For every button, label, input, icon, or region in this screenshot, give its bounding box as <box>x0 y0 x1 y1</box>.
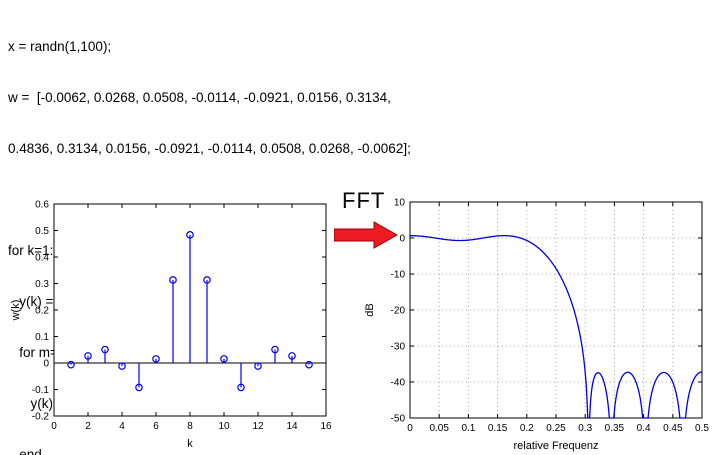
svg-text:0.6: 0.6 <box>35 200 49 211</box>
svg-text:0.3: 0.3 <box>35 279 49 290</box>
svg-text:-10: -10 <box>391 270 406 281</box>
svg-text:-20: -20 <box>391 306 406 317</box>
svg-text:0: 0 <box>51 421 57 432</box>
svg-text:0.5: 0.5 <box>35 226 49 237</box>
svg-text:0.2: 0.2 <box>520 423 534 434</box>
svg-text:10: 10 <box>218 421 230 432</box>
svg-text:0.05: 0.05 <box>429 423 449 434</box>
frequency-response-chart: 0 0.05 0.1 0.15 0.2 0.25 0.3 0.35 0.4 0.45 0.5100-… <box>364 198 709 453</box>
code-line: x = randn(1,100); <box>8 39 112 54</box>
svg-text:0.1: 0.1 <box>461 423 475 434</box>
code-line: 0.4836, 0.3134, 0.0156, -0.0921, -0.0114… <box>8 141 411 156</box>
svg-text:12: 12 <box>252 421 264 432</box>
fft-label: FFT <box>342 188 386 213</box>
svg-text:-30: -30 <box>391 342 406 353</box>
code-line: end <box>8 447 42 455</box>
svg-text:2: 2 <box>85 421 91 432</box>
svg-text:0.2: 0.2 <box>35 306 49 317</box>
svg-text:0.25: 0.25 <box>546 423 566 434</box>
svg-text:-50: -50 <box>391 414 406 425</box>
svg-text:14: 14 <box>286 421 298 432</box>
svg-text:10: 10 <box>394 198 406 209</box>
svg-text:dB: dB <box>364 303 376 316</box>
fft-arrow-icon <box>334 221 398 249</box>
svg-text:0.4: 0.4 <box>637 423 651 434</box>
svg-text:-40: -40 <box>391 378 406 389</box>
svg-text:4: 4 <box>119 421 125 432</box>
svg-text:16: 16 <box>320 421 332 432</box>
svg-text:0.5: 0.5 <box>695 423 709 434</box>
svg-text:0.3: 0.3 <box>578 423 592 434</box>
svg-text:relative Frequenz: relative Frequenz <box>514 440 599 452</box>
svg-text:0: 0 <box>399 234 405 245</box>
svg-text:0: 0 <box>407 423 413 434</box>
svg-text:w(k): w(k) <box>10 300 22 322</box>
svg-text:k: k <box>187 438 193 450</box>
svg-text:0: 0 <box>43 359 49 370</box>
svg-text:0.45: 0.45 <box>663 423 683 434</box>
svg-text:8: 8 <box>187 421 193 432</box>
svg-text:0.35: 0.35 <box>605 423 625 434</box>
svg-text:-0.1: -0.1 <box>32 385 50 396</box>
svg-text:0.15: 0.15 <box>488 423 508 434</box>
code-line: w = [-0.0062, 0.0268, 0.0508, -0.0114, -… <box>8 90 391 105</box>
svg-text:-0.2: -0.2 <box>32 412 50 423</box>
svg-text:0.1: 0.1 <box>35 332 49 343</box>
svg-text:0.4: 0.4 <box>35 253 49 264</box>
filter-coefficients-stem-chart: 0 2 4 6 8 10 12 14 16 -0.2 -0.1 0 0.1 0.2 0.3 0.4 0.5 0.6… <box>10 200 332 451</box>
svg-text:6: 6 <box>153 421 159 432</box>
